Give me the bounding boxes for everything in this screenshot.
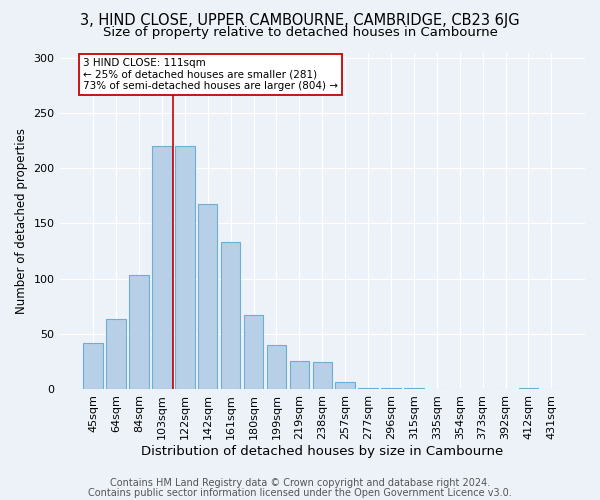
Bar (267, 345, 286, 389)
Bar (129, 276, 149, 389)
Text: Size of property relative to detached houses in Cambourne: Size of property relative to detached ho… (103, 26, 497, 39)
Bar (106, 320, 126, 389)
Bar (358, 388, 378, 389)
Bar (519, 388, 538, 389)
Bar (198, 204, 217, 389)
Bar (152, 146, 172, 389)
Y-axis label: Number of detached properties: Number of detached properties (15, 128, 28, 314)
Bar (335, 382, 355, 389)
Text: Contains public sector information licensed under the Open Government Licence v3: Contains public sector information licen… (88, 488, 512, 498)
Bar (381, 388, 401, 389)
Bar (221, 242, 241, 389)
Text: Contains HM Land Registry data © Crown copyright and database right 2024.: Contains HM Land Registry data © Crown c… (110, 478, 490, 488)
Bar (290, 362, 309, 389)
Bar (313, 362, 332, 389)
Bar (244, 315, 263, 389)
Text: 3 HIND CLOSE: 111sqm
← 25% of detached houses are smaller (281)
73% of semi-deta: 3 HIND CLOSE: 111sqm ← 25% of detached h… (83, 58, 338, 91)
Bar (83, 342, 103, 389)
Bar (175, 146, 194, 389)
X-axis label: Distribution of detached houses by size in Cambourne: Distribution of detached houses by size … (141, 444, 503, 458)
Bar (404, 388, 424, 389)
Text: 3, HIND CLOSE, UPPER CAMBOURNE, CAMBRIDGE, CB23 6JG: 3, HIND CLOSE, UPPER CAMBOURNE, CAMBRIDG… (80, 12, 520, 28)
